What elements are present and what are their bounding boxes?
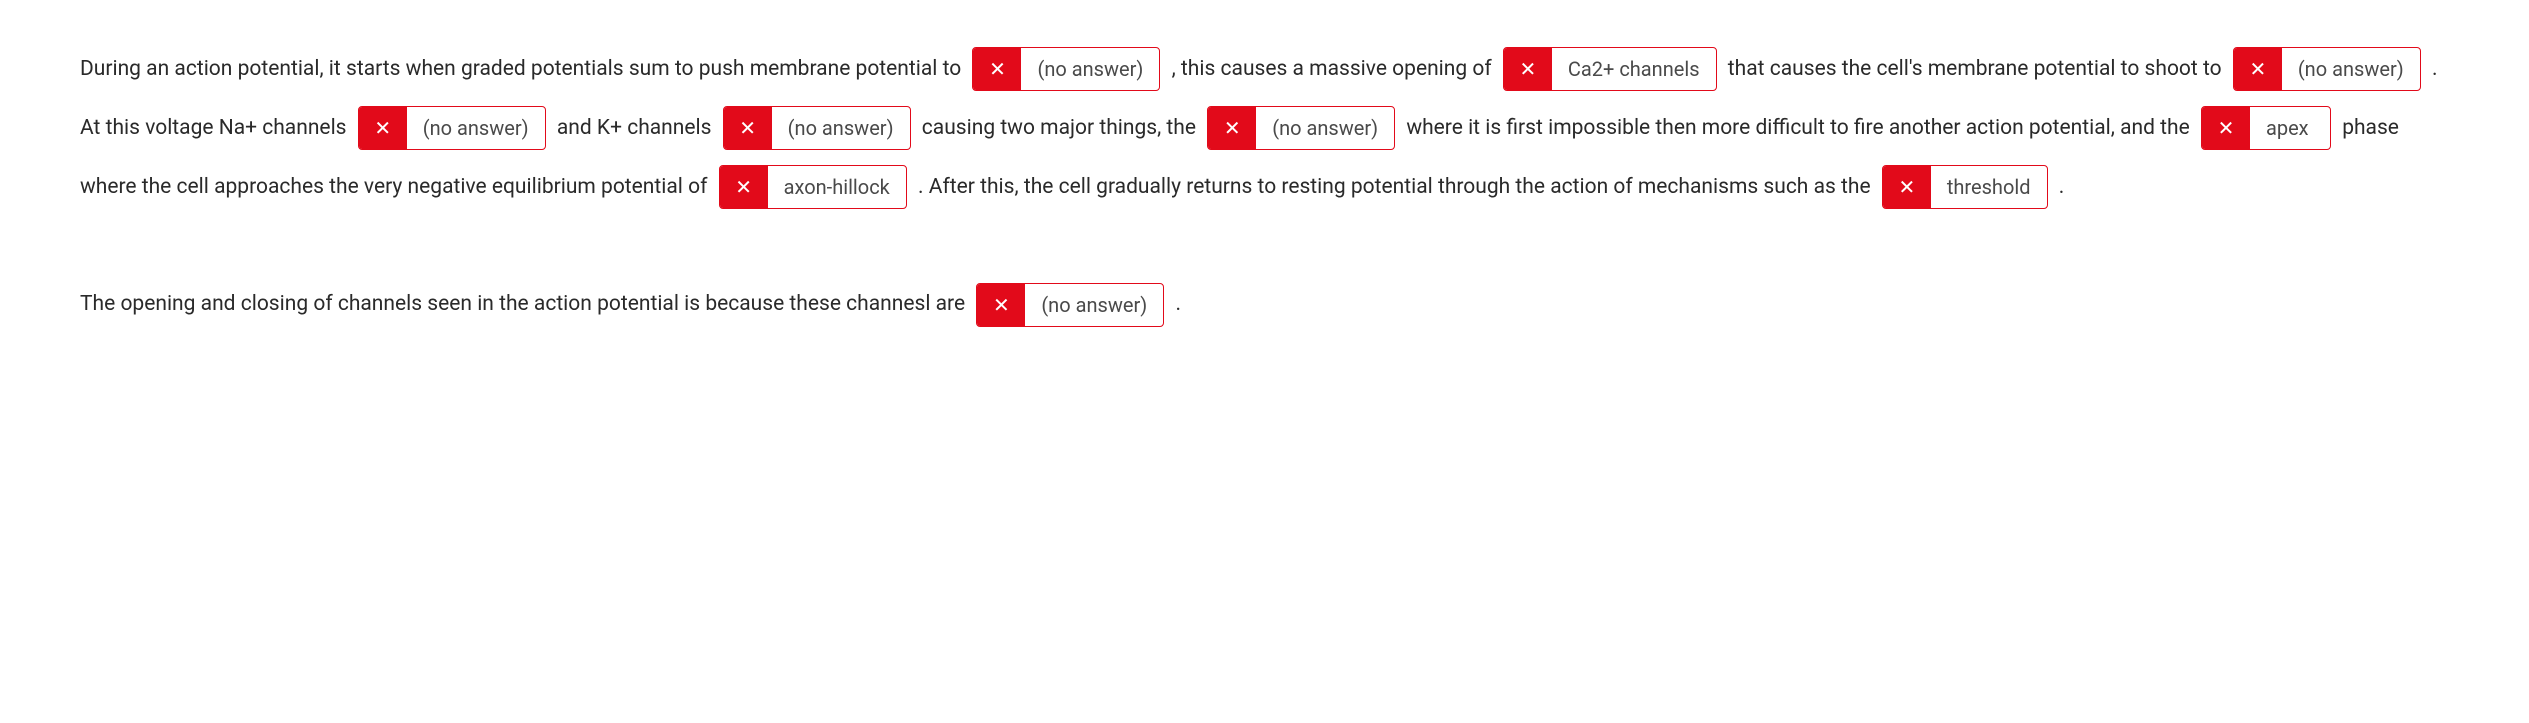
question-text-segment: . <box>1175 292 1181 316</box>
quiz-question-body: During an action potential, it starts wh… <box>80 40 2449 334</box>
question-text-segment: where it is first impossible then more d… <box>1406 116 2195 140</box>
answer-blank-8: ✕ axon-hillock <box>719 165 907 209</box>
answer-blank-9: ✕ threshold <box>1882 165 2048 209</box>
answer-blank-5: ✕ (no answer) <box>723 106 911 150</box>
answer-blank-3: ✕ (no answer) <box>2233 47 2421 91</box>
answer-blank-7: ✕ apex <box>2201 106 2331 150</box>
answer-blank-1: ✕ (no answer) <box>972 47 1160 91</box>
answer-value: threshold <box>1931 166 2047 208</box>
question-text-segment: that causes the cell's membrane potentia… <box>1728 57 2227 81</box>
incorrect-x-icon: ✕ <box>724 107 772 149</box>
incorrect-x-icon: ✕ <box>2202 107 2250 149</box>
question-text-segment: The opening and closing of channels seen… <box>80 292 970 316</box>
incorrect-x-icon: ✕ <box>1504 48 1552 90</box>
incorrect-x-icon: ✕ <box>973 48 1021 90</box>
question-text-segment: . <box>2059 175 2065 199</box>
answer-blank-6: ✕ (no answer) <box>1207 106 1395 150</box>
answer-value: (no answer) <box>1025 284 1163 326</box>
question-text-segment: . After this, the cell gradually returns… <box>918 175 1876 199</box>
question-text-segment: , this causes a massive opening of <box>1172 57 1497 81</box>
answer-value: axon-hillock <box>768 166 906 208</box>
answer-value: (no answer) <box>407 107 545 149</box>
question-text-segment: causing two major things, the <box>922 116 1201 140</box>
answer-value: Ca2+ channels <box>1552 48 1716 90</box>
answer-value: apex <box>2250 107 2330 149</box>
incorrect-x-icon: ✕ <box>977 284 1025 326</box>
question-text-segment: During an action potential, it starts wh… <box>80 57 966 81</box>
incorrect-x-icon: ✕ <box>720 166 768 208</box>
answer-blank-4: ✕ (no answer) <box>358 106 546 150</box>
answer-value: (no answer) <box>1256 107 1394 149</box>
incorrect-x-icon: ✕ <box>2234 48 2282 90</box>
answer-blank-10: ✕ (no answer) <box>976 283 1164 327</box>
answer-value: (no answer) <box>772 107 910 149</box>
answer-blank-2: ✕ Ca2+ channels <box>1503 47 1717 91</box>
incorrect-x-icon: ✕ <box>1883 166 1931 208</box>
incorrect-x-icon: ✕ <box>1208 107 1256 149</box>
question-text-segment: and K+ channels <box>557 116 717 140</box>
answer-value: (no answer) <box>1021 48 1159 90</box>
answer-value: (no answer) <box>2282 48 2420 90</box>
incorrect-x-icon: ✕ <box>359 107 407 149</box>
